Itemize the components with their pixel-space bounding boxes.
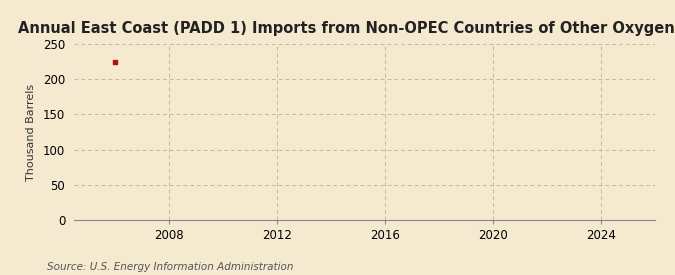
- Text: Source: U.S. Energy Information Administration: Source: U.S. Energy Information Administ…: [47, 262, 294, 272]
- Title: Annual East Coast (PADD 1) Imports from Non-OPEC Countries of Other Oxygenates: Annual East Coast (PADD 1) Imports from …: [18, 21, 675, 36]
- Y-axis label: Thousand Barrels: Thousand Barrels: [26, 83, 36, 181]
